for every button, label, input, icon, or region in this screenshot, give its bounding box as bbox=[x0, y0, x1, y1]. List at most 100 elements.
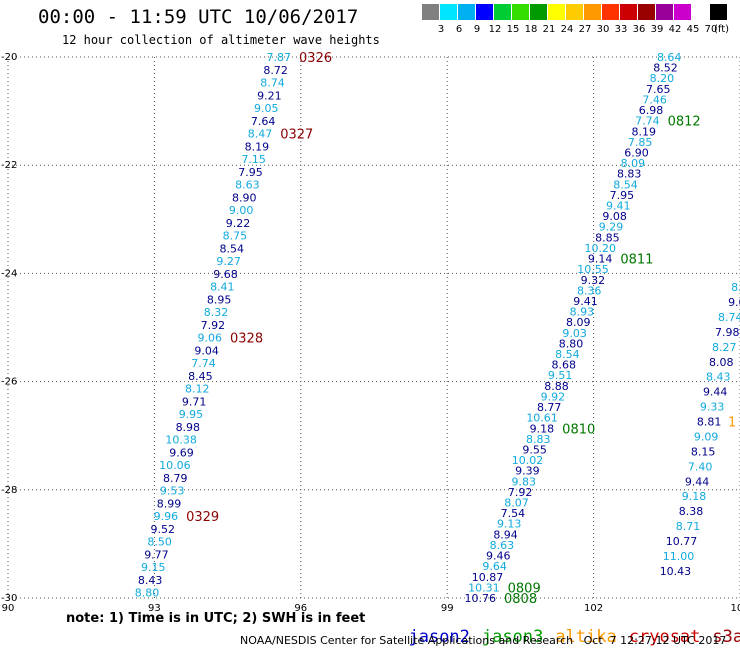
wave-height-value: 8.45 bbox=[188, 370, 213, 383]
colorbar-label: 24 bbox=[560, 24, 574, 35]
pass-time-label: 0329 bbox=[186, 510, 219, 525]
pass-time-label: 0326 bbox=[299, 51, 332, 66]
wave-height-value: 9.22 bbox=[226, 217, 251, 230]
wave-height-value: 7.85 bbox=[628, 136, 653, 149]
wave-height-value: 10.38 bbox=[165, 434, 197, 447]
x-tick-label: 99 bbox=[441, 603, 454, 614]
wave-height-value: 7.64 bbox=[251, 115, 276, 128]
colorbar-label: 39 bbox=[650, 24, 664, 35]
wave-height-value: 9.92 bbox=[541, 390, 566, 403]
wave-height-value: 9.83 bbox=[511, 475, 536, 488]
pass-time-label: 0808 bbox=[504, 592, 537, 607]
x-tick-label: 90 bbox=[2, 603, 15, 614]
page-subtitle: 12 hour collection of altimeter wave hei… bbox=[62, 33, 380, 47]
colorbar-label: 45 bbox=[686, 24, 700, 35]
wave-height-value: 8.41 bbox=[210, 281, 235, 294]
wave-height-value: 8.50 bbox=[147, 536, 172, 549]
wave-height-value: 8.19 bbox=[631, 125, 656, 138]
legend-altika: altika bbox=[555, 627, 617, 647]
wave-height-value: 8.38 bbox=[679, 505, 704, 518]
satellite-legend: jason2 jason3 altika cryosat s3a bbox=[388, 607, 740, 647]
colorbar-swatch bbox=[548, 4, 566, 20]
wave-height-value: 7.46 bbox=[642, 93, 667, 106]
wave-height-value: 8.52 bbox=[653, 62, 678, 75]
wave-height-value: 8.43 bbox=[706, 371, 731, 384]
legend-cryosat: cryosat bbox=[628, 627, 701, 647]
wave-height-value: 8.08 bbox=[709, 356, 734, 369]
wave-height-value: 9.71 bbox=[182, 395, 207, 408]
colorbar-label: 3 bbox=[437, 24, 445, 35]
wave-height-value: 9.44 bbox=[703, 386, 728, 399]
wave-height-value: 9.21 bbox=[257, 89, 282, 102]
pass-time-label: 0809 bbox=[508, 581, 541, 596]
wave-height-value: 9.95 bbox=[179, 408, 204, 421]
colorbar-swatch bbox=[692, 4, 710, 20]
credit-line: NOAA/NESDIS Center for Satellite Applica… bbox=[240, 634, 727, 647]
pass-time-label: 0811 bbox=[620, 253, 653, 268]
pass-time-label: 0328 bbox=[230, 332, 263, 347]
wave-height-value: 9.44 bbox=[685, 475, 710, 488]
wave-height-value: 7.95 bbox=[238, 166, 263, 179]
wave-height-value: 9.18 bbox=[530, 422, 555, 435]
wave-height-value: 10.61 bbox=[526, 412, 558, 425]
wave-height-value: 7.92 bbox=[201, 319, 226, 332]
wave-height-value: 8.98 bbox=[176, 421, 201, 434]
x-tick-label: 93 bbox=[148, 603, 161, 614]
wave-height-value: 9.53 bbox=[160, 485, 185, 498]
wave-height-value: 9.08 bbox=[602, 210, 627, 223]
legend-jason2: jason2 bbox=[408, 627, 470, 647]
wave-height-value: 8.83 bbox=[526, 433, 551, 446]
colorbar-swatch bbox=[710, 4, 728, 20]
wave-height-value: 9.64 bbox=[482, 560, 507, 573]
wave-height-value: 8.85 bbox=[595, 231, 620, 244]
wave-height-value: 8.09 bbox=[566, 316, 591, 329]
wave-height-value: 8.63 bbox=[235, 179, 260, 192]
wave-height-value: 8.68 bbox=[551, 359, 576, 372]
wave-height-value: 10.87 bbox=[472, 571, 504, 584]
colorbar-swatch bbox=[602, 4, 620, 20]
y-tick-label: -30 bbox=[1, 593, 17, 604]
wave-height-value: 7.15 bbox=[241, 153, 266, 166]
wave-height-value: 10.77 bbox=[666, 535, 698, 548]
wave-height-value: 10.02 bbox=[512, 454, 544, 467]
colorbar-swatch bbox=[674, 4, 692, 20]
wave-height-value: 8.20 bbox=[650, 72, 675, 85]
y-tick-label: -26 bbox=[1, 377, 17, 388]
wave-height-value: 8.94 bbox=[493, 528, 518, 541]
x-tick-label: 105 bbox=[730, 603, 740, 614]
pass-time-label: 0812 bbox=[668, 115, 701, 130]
wave-height-value: 9.04 bbox=[194, 344, 219, 357]
wave-height-value: 8.15 bbox=[691, 445, 716, 458]
colorbar-label: 30 bbox=[596, 24, 610, 35]
wave-height-value: 8.43 bbox=[138, 574, 163, 587]
wave-height-value: 8.27 bbox=[712, 341, 737, 354]
wave-height-value: 10.20 bbox=[584, 242, 616, 255]
wave-height-value: 9.39 bbox=[515, 465, 540, 478]
wave-height-value: 8.09 bbox=[621, 157, 646, 170]
footnote: note: 1) Time is in UTC; 2) SWH is in fe… bbox=[66, 611, 366, 626]
legend-s3a: s3a bbox=[712, 627, 740, 647]
wave-height-value: 9.00 bbox=[229, 204, 254, 217]
wave-height-value: 7.95 bbox=[610, 189, 635, 202]
wave-height-value: 9.06 bbox=[198, 332, 223, 345]
colorbar-label: 27 bbox=[578, 24, 592, 35]
wave-height-value: 7.65 bbox=[646, 83, 671, 96]
wave-height-value: 6.98 bbox=[639, 104, 664, 117]
wave-height-value: 8.9 bbox=[731, 281, 740, 294]
colorbar-label: 36 bbox=[632, 24, 646, 35]
wave-height-value: 8.47 bbox=[248, 128, 273, 141]
pass-time-label: 0810 bbox=[562, 422, 595, 437]
wave-height-value: 9.09 bbox=[694, 430, 719, 443]
colorbar-swatch bbox=[494, 4, 512, 20]
wave-height-value: 8.12 bbox=[185, 383, 210, 396]
wave-height-value: 8.80 bbox=[135, 587, 160, 600]
wave-height-value: 8.54 bbox=[555, 348, 580, 361]
wave-height-value: 8.80 bbox=[559, 337, 584, 350]
page-title: 00:00 - 11:59 UTC 10/06/2017 bbox=[38, 6, 359, 28]
wave-height-value: 8.74 bbox=[718, 311, 740, 324]
wave-height-value: 8.64 bbox=[657, 51, 682, 64]
wave-height-value: 7.92 bbox=[508, 486, 533, 499]
wave-height-value: 7.98 bbox=[715, 326, 740, 339]
wave-height-value: 9.41 bbox=[573, 295, 598, 308]
